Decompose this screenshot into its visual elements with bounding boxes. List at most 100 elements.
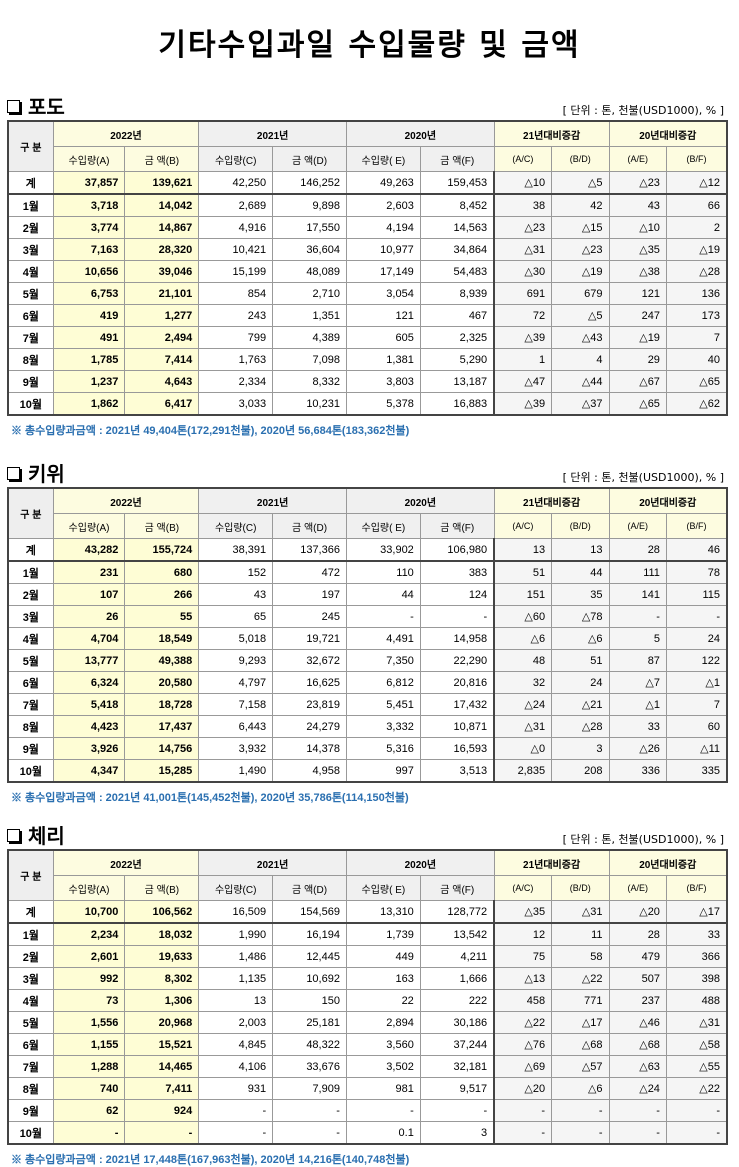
table-cell: 1,135 <box>198 967 274 990</box>
table-cell: 122 <box>665 649 728 672</box>
table-cell: △1 <box>665 671 728 694</box>
table-cell: 32 <box>493 671 553 694</box>
table-cell: △78 <box>551 605 610 628</box>
table-cell: 680 <box>124 560 200 584</box>
table-cell: △10 <box>608 216 667 239</box>
table-cell: 7 <box>665 693 728 716</box>
header-column: (B/F) <box>665 146 728 172</box>
table-cell: 507 <box>608 967 667 990</box>
table-cell: 3,054 <box>345 282 421 305</box>
table-cell: 266 <box>124 583 200 606</box>
table-cell: - <box>124 1121 200 1145</box>
table-cell: △13 <box>493 967 553 990</box>
footnote: ※ 총수입량과금액 : 2021년 41,001톤(145,452천불), 20… <box>11 792 409 804</box>
table-cell: 136 <box>665 282 728 305</box>
table-row: 10월 4,347 15,285 1,490 4,958 997 3,513 2,835 208… <box>7 759 728 783</box>
table-cell: 771 <box>551 989 610 1012</box>
table-cell: 10,871 <box>419 715 495 738</box>
table-cell: 1,277 <box>124 304 200 327</box>
header-year: 2021년 <box>198 487 347 514</box>
row-label: 1월 <box>7 560 54 584</box>
table-cell: △6 <box>551 627 610 650</box>
header-year: 2022년 <box>52 487 200 514</box>
table-cell: 13,310 <box>345 900 421 924</box>
table-cell: 1,990 <box>198 922 274 946</box>
row-label: 3월 <box>7 967 54 990</box>
table-cell: 1,237 <box>52 370 126 393</box>
total-row: 계 37,857 139,621 42,250 146,252 49,263 159,453… <box>7 171 728 195</box>
table-cell: 44 <box>345 583 421 606</box>
table-cell: 110 <box>345 560 421 584</box>
table-cell: 2,003 <box>198 1011 274 1034</box>
table-cell: 34,864 <box>419 238 495 261</box>
table-row: 8월 4,423 17,437 6,443 24,279 3,332 10,871 △31 △2… <box>7 715 728 738</box>
table-cell: △19 <box>665 238 728 261</box>
header-column: (B/F) <box>665 513 728 539</box>
table-cell: 4,106 <box>198 1055 274 1078</box>
table-cell: 9,293 <box>198 649 274 672</box>
table-cell: 66 <box>665 193 728 217</box>
table-cell: 33 <box>665 922 728 946</box>
table-cell: △76 <box>493 1033 553 1056</box>
table-cell: △5 <box>551 304 610 327</box>
table-row: 2월 107 266 43 197 44 124 151 35 141 115 <box>7 583 728 606</box>
table-row: 10월 - - - -0.1 3- - - - <box>7 1121 728 1145</box>
table-cell: 49,388 <box>124 649 200 672</box>
row-label: 2월 <box>7 216 54 239</box>
table-cell: 2,494 <box>124 326 200 349</box>
table-cell: △68 <box>551 1033 610 1056</box>
table-row: 1월 3,718 14,042 2,689 9,898 2,603 8,452 38 42 43 6… <box>7 193 728 217</box>
table-cell: - <box>345 1099 421 1122</box>
table-cell: 3,513 <box>419 759 495 783</box>
table-cell: 997 <box>345 759 421 783</box>
table-cell: △35 <box>608 238 667 261</box>
table-cell: 1,288 <box>52 1055 126 1078</box>
table-cell: 18,549 <box>124 627 200 650</box>
table-cell: 14,042 <box>124 193 200 217</box>
table-cell: - <box>608 1121 667 1145</box>
section-header: 체리 [ 단위 : 톤, 천불(USD1000), % ] <box>7 824 728 849</box>
table-cell: - <box>198 1099 274 1122</box>
table-cell: 1,763 <box>198 348 274 371</box>
table-cell: 3,332 <box>345 715 421 738</box>
table-cell: 398 <box>665 967 728 990</box>
table-cell: 4,916 <box>198 216 274 239</box>
table-cell: 472 <box>272 560 347 584</box>
table-cell: 10,421 <box>198 238 274 261</box>
row-label: 3월 <box>7 605 54 628</box>
table-cell: 6,753 <box>52 282 126 305</box>
table-cell: 65 <box>198 605 274 628</box>
table-cell: △6 <box>493 627 553 650</box>
table-cell: 366 <box>665 945 728 968</box>
table-row: 6월 6,324 20,580 4,797 16,625 6,812 20,816 32 24 △… <box>7 671 728 694</box>
table-cell: 4,643 <box>124 370 200 393</box>
table-row: 1월 231 680 152 472 110 383 51 44 111 78 <box>7 560 728 584</box>
table-cell: 2,835 <box>493 759 553 783</box>
table-cell: 54,483 <box>419 260 495 283</box>
fruit-section: 체리 [ 단위 : 톤, 천불(USD1000), % ] 구 분 2022년 2021… <box>7 824 728 1167</box>
table-cell: 2,601 <box>52 945 126 968</box>
table-row: 1월 2,234 18,032 1,990 16,194 1,739 13,542 12 11 2… <box>7 922 728 946</box>
header-column: (A/C) <box>493 146 553 172</box>
table-cell: 30,186 <box>419 1011 495 1034</box>
table-cell: 154,569 <box>272 900 347 924</box>
table-cell: 13,777 <box>52 649 126 672</box>
table-cell: 17,437 <box>124 715 200 738</box>
header-column: 수입량(A) <box>52 146 126 172</box>
table-cell: 6,324 <box>52 671 126 694</box>
table-cell: 208 <box>551 759 610 783</box>
table-cell: 43 <box>608 193 667 217</box>
table-cell: △7 <box>608 671 667 694</box>
table-cell: △31 <box>551 900 610 924</box>
table-cell: △39 <box>493 326 553 349</box>
table-row: 3월 992 8,302 1,135 10,692 163 1,666 △13 △22 507 39… <box>7 967 728 990</box>
section-title: 체리 <box>7 820 65 849</box>
table-cell: 2,334 <box>198 370 274 393</box>
table-cell: 5,316 <box>345 737 421 760</box>
checkbox-bullet-icon <box>7 100 20 113</box>
table-cell: 5,018 <box>198 627 274 650</box>
table-cell: 13,542 <box>419 922 495 946</box>
header-column: (B/D) <box>551 513 610 539</box>
table-cell: △43 <box>551 326 610 349</box>
table-cell: △65 <box>608 392 667 416</box>
